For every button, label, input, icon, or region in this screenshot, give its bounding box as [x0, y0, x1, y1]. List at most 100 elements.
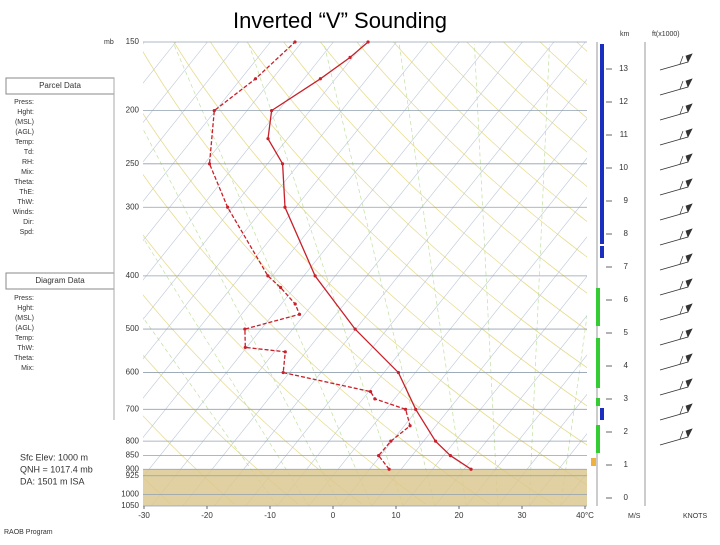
temperature-line-point: [319, 77, 322, 80]
pressure-tick-label: 400: [126, 271, 140, 280]
layer-bar: [596, 338, 600, 388]
wind-barb: [660, 137, 688, 145]
surface-text: Sfc Elev: 1000 m: [20, 452, 88, 462]
temp-tick-label: -20: [201, 511, 213, 520]
panel-row: Temp:: [15, 335, 34, 342]
temp-tick-label: -30: [138, 511, 150, 520]
km-unit: km: [620, 31, 630, 38]
knots-unit: KNOTS: [683, 513, 707, 520]
pressure-tick-label: 200: [126, 106, 140, 115]
layer-bar: [596, 288, 600, 326]
panel-row: Press:: [14, 295, 34, 302]
panel-title: Parcel Data: [39, 81, 81, 90]
temperature-line-point: [281, 162, 284, 165]
moist-adiabat: [474, 44, 497, 506]
wind-barb: [660, 412, 688, 420]
dewpoint-line-point: [298, 313, 301, 316]
dewpoint-line-point: [208, 162, 211, 165]
dry-adiabat: [284, 42, 720, 504]
isotherm: [498, 42, 720, 506]
wind-barb: [660, 362, 688, 370]
km-tick-label: 2: [624, 427, 629, 436]
panel-row: (AGL): [15, 325, 34, 332]
dewpoint-line-point: [408, 424, 411, 427]
dry-adiabat: [467, 42, 720, 504]
panel-row: Hght:: [17, 305, 34, 312]
km-tick-label: 12: [619, 97, 628, 106]
wind-barb: [660, 312, 688, 320]
panel-row: Mix:: [21, 365, 34, 372]
temp-tick-label: 10: [392, 511, 401, 520]
panel-row: Dir:: [23, 219, 34, 226]
temperature-line-point: [414, 408, 417, 411]
isotherm: [120, 42, 491, 506]
panel-row: Spd:: [20, 229, 34, 236]
dewpoint-line-point: [282, 371, 285, 374]
ground: [143, 469, 587, 506]
km-tick-label: 5: [624, 328, 629, 337]
wind-barb: [660, 212, 688, 220]
temperature-line-point: [354, 327, 357, 330]
footer: RAOB Program: [4, 529, 53, 536]
panel-row: Winds:: [13, 209, 34, 216]
temperature-line-point: [348, 56, 351, 59]
km-tick-label: 7: [624, 262, 629, 271]
dewpoint-line-point: [369, 390, 372, 393]
dewpoint-line-point: [243, 327, 246, 330]
dry-adiabat: [174, 42, 681, 504]
wind-barb: [660, 387, 688, 395]
layer-bar: [591, 458, 596, 466]
temp-tick-label: -10: [264, 511, 276, 520]
dry-adiabat: [357, 42, 720, 504]
isotherm: [88, 42, 459, 506]
panel-row: ThW:: [17, 199, 34, 206]
pressure-tick-label: 300: [126, 202, 140, 211]
layer-bar: [596, 398, 600, 406]
dewpoint-line-point: [404, 408, 407, 411]
dewpoint-line-point: [226, 206, 229, 209]
layer-bar: [600, 408, 604, 420]
dewpoint-line-point: [284, 350, 287, 353]
moist-adiabat: [324, 44, 435, 506]
pressure-tick-label: 1050: [121, 501, 139, 510]
temperature-line-point: [449, 454, 452, 457]
dry-adiabat: [320, 42, 720, 504]
panel-row: Hght:: [17, 109, 34, 116]
wind-barb: [660, 187, 688, 195]
panel-row: Press:: [14, 99, 34, 106]
wind-barb: [660, 62, 688, 70]
dewpoint-line-point: [389, 440, 392, 443]
dewpoint-line-point: [373, 397, 376, 400]
panel-row: (MSL): [15, 315, 34, 322]
temperature-line-point: [469, 468, 472, 471]
pressure-tick-label: 925: [126, 471, 140, 480]
isotherm: [214, 42, 585, 506]
ms-unit: M/S: [628, 513, 641, 520]
wind-barb: [660, 337, 688, 345]
surface-text: DA: 1501 m ISA: [20, 476, 85, 486]
surface-text: QNH = 1017.4 mb: [20, 464, 93, 474]
isotherm: [592, 42, 720, 506]
ft-unit: ft(x1000): [652, 31, 680, 38]
wind-barb: [660, 287, 688, 295]
temperature-line-point: [366, 40, 369, 43]
dry-adiabat: [211, 42, 720, 504]
km-tick-label: 9: [624, 196, 629, 205]
dewpoint-line-point: [377, 454, 380, 457]
pressure-tick-label: 500: [126, 324, 140, 333]
km-tick-label: 13: [619, 64, 628, 73]
dewpoint-line-point: [244, 346, 247, 349]
panel-row: Td:: [24, 149, 34, 156]
temperature-line-point: [270, 109, 273, 112]
wind-barb: [660, 437, 688, 445]
km-tick-label: 3: [624, 394, 629, 403]
layer-bar: [596, 425, 600, 453]
moist-adiabat: [561, 44, 625, 506]
moist-adiabat: [529, 44, 549, 506]
panel-row: ThW:: [17, 345, 34, 352]
panel-row: Theta:: [14, 179, 34, 186]
km-tick-label: 0: [624, 493, 629, 502]
dry-adiabat: [613, 42, 720, 504]
pressure-tick-label: 1000: [121, 489, 139, 498]
